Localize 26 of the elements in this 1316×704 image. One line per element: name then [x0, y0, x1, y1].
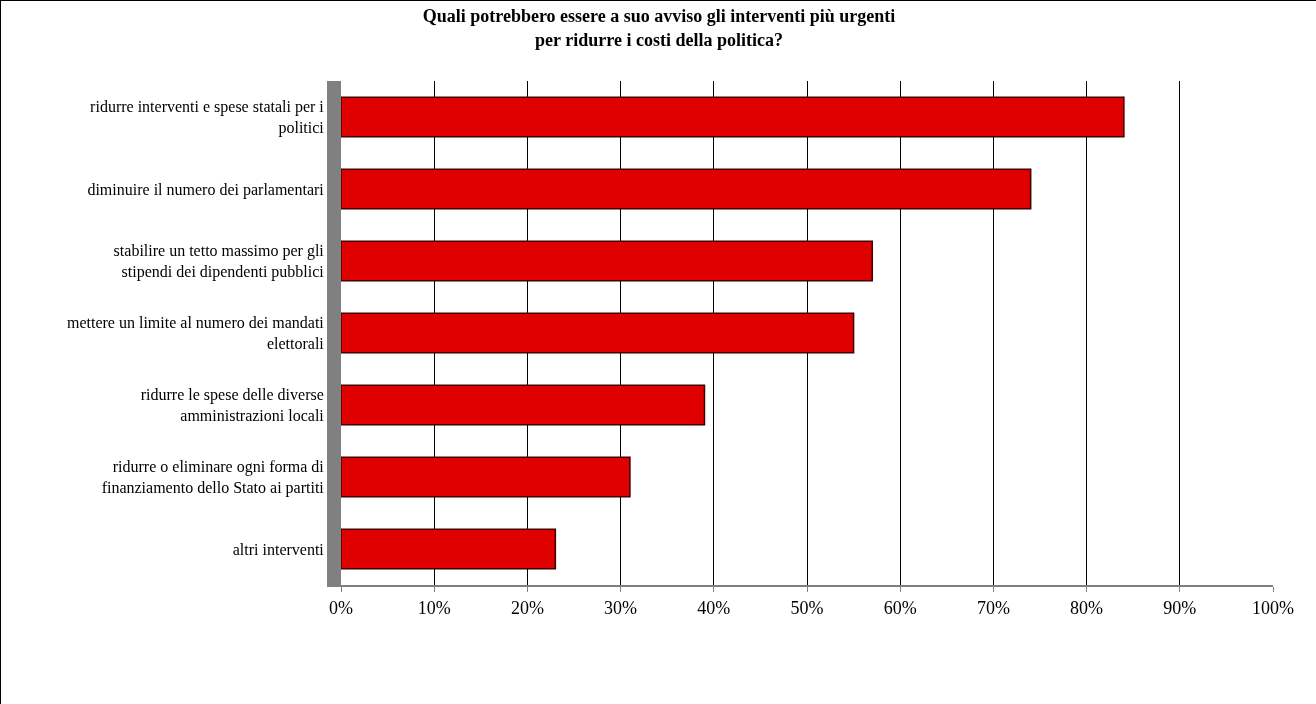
bar	[341, 312, 855, 354]
x-tick-label: 30%	[604, 597, 638, 618]
x-tick-label: 70%	[976, 597, 1010, 618]
x-tick-label: 60%	[883, 597, 917, 618]
bar	[341, 96, 1125, 138]
y-tick-label: ridurre interventi e spese statali per i politici	[90, 98, 325, 137]
bar	[341, 168, 1032, 210]
x-tick-label: 40%	[697, 597, 731, 618]
y-tick-label: ridurre o eliminare ogni forma di finanziamento dello Stato ai partiti	[101, 458, 325, 497]
y-tick-label: diminuire il numero dei parlamentari	[87, 180, 325, 199]
chart-title: Quali potrebbero essere a suo avviso gli interventi più urgenti per ridurre i costi della politica?	[422, 6, 896, 50]
x-tick-label: 50%	[790, 597, 824, 618]
x-tick-label: 10%	[417, 597, 451, 618]
y-tick-label: mettere un limite al numero dei mandati elettorali	[66, 314, 325, 352]
bar	[341, 528, 557, 570]
bar	[341, 384, 706, 426]
y-tick-label: ridurre le spese delle diverse amministrazioni locali	[140, 386, 325, 424]
y-tick-label: altri interventi	[232, 540, 325, 558]
bar	[341, 240, 873, 282]
x-tick-label: 0%	[329, 597, 353, 618]
x-tick-label: 80%	[1070, 597, 1104, 618]
y-tick-label: stabilire un tetto massimo per gli stipendi dei dipendenti pubblici	[113, 242, 325, 281]
x-tick-label: 90%	[1163, 597, 1197, 618]
bar	[341, 456, 631, 498]
x-tick-label: 20%	[510, 597, 544, 618]
x-tick-label: 100%	[1252, 597, 1294, 618]
